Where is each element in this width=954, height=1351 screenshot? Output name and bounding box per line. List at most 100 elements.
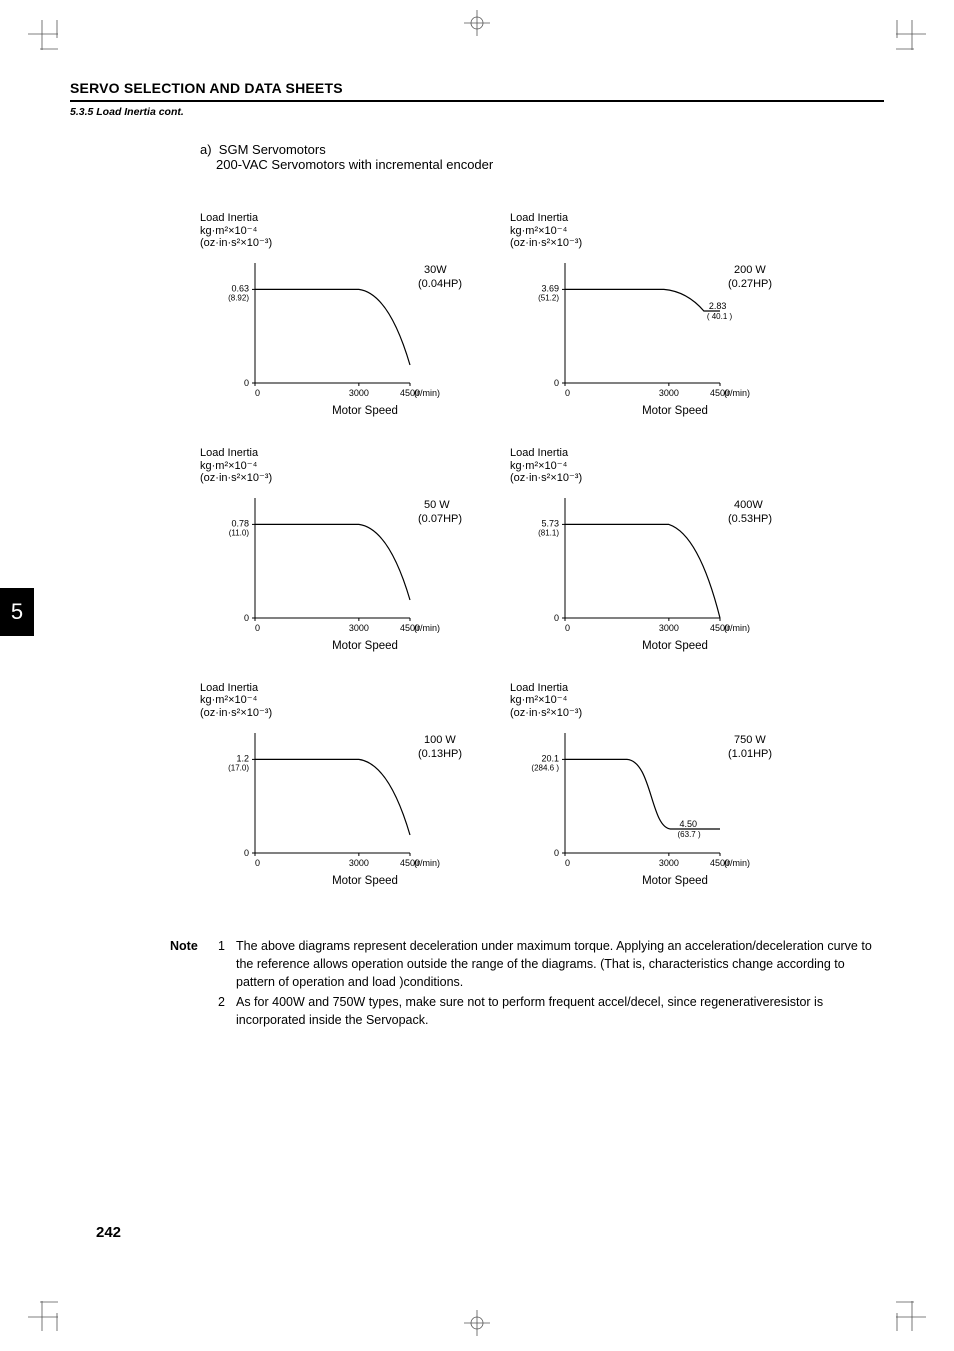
y-label-line3: (oz·in·s²×10⁻³) [510,472,800,485]
svg-text:(284.6 ): (284.6 ) [531,763,559,772]
y-label-line2: kg·m²×10⁻⁴ [510,460,800,473]
page-number: 242 [96,1224,121,1241]
y-label-line3: (oz·in·s²×10⁻³) [200,707,490,720]
chart-svg: 03.69(51.2)030004500(r/min)2.83( 40.1 )2… [510,253,800,403]
svg-text:50 W: 50 W [424,499,450,511]
note-number: 2 [218,993,236,1029]
svg-text:( 40.1 ): ( 40.1 ) [707,312,733,321]
svg-text:(8.92): (8.92) [228,293,249,302]
svg-text:(17.0): (17.0) [228,763,249,772]
section-title: SERVO SELECTION AND DATA SHEETS [70,80,884,98]
chart-y-axis-label: Load Inertiakg·m²×10⁻⁴(oz·in·s²×10⁻³) [510,682,800,720]
chart-x-axis-label: Motor Speed [240,875,490,887]
chapter-tab: 5 [0,588,34,636]
y-label-line3: (oz·in·s²×10⁻³) [510,237,800,250]
subhead-a-text: SGM Servomotors [219,142,326,157]
y-label-line1: Load Inertia [200,447,490,460]
svg-text:3000: 3000 [349,388,369,398]
svg-text:0: 0 [554,613,559,623]
svg-text:5.73: 5.73 [541,518,559,528]
svg-text:20.1: 20.1 [541,753,559,763]
note-block: Note 1The above diagrams represent decel… [170,937,884,1032]
svg-text:(0.13HP): (0.13HP) [418,748,462,760]
svg-text:750 W: 750 W [734,734,766,746]
svg-text:3000: 3000 [659,623,679,633]
y-label-line1: Load Inertia [510,682,800,695]
page: 5 SERVO SELECTION AND DATA SHEETS 5.3.5 … [0,0,954,1351]
svg-text:3.69: 3.69 [541,283,559,293]
svg-text:(0.07HP): (0.07HP) [418,513,462,525]
svg-text:0: 0 [244,613,249,623]
svg-text:0: 0 [244,378,249,388]
y-label-line2: kg·m²×10⁻⁴ [510,694,800,707]
svg-text:0: 0 [255,388,260,398]
chapter-number: 5 [11,599,23,625]
svg-text:(r/min): (r/min) [414,623,440,633]
crop-mark-icon [28,1301,58,1331]
subhead-b: 200-VAC Servomotors with incremental enc… [216,157,884,172]
svg-text:4.50: 4.50 [680,819,698,829]
y-label-line1: Load Inertia [510,447,800,460]
crop-mark-icon [28,20,58,50]
svg-text:400W: 400W [734,499,763,511]
subhead-prefix: a) [200,142,212,157]
svg-text:200 W: 200 W [734,264,766,276]
chart-y-axis-label: Load Inertiakg·m²×10⁻⁴(oz·in·s²×10⁻³) [200,212,490,250]
svg-text:100 W: 100 W [424,734,456,746]
y-label-line2: kg·m²×10⁻⁴ [200,694,490,707]
svg-text:0: 0 [565,858,570,868]
note-items: 1The above diagrams represent decelerati… [218,937,884,1032]
svg-text:0: 0 [244,848,249,858]
svg-text:(0.53HP): (0.53HP) [728,513,772,525]
svg-text:0: 0 [565,623,570,633]
y-label-line3: (oz·in·s²×10⁻³) [510,707,800,720]
continuation-line: 5.3.5 Load Inertia cont. [70,106,884,118]
svg-text:(1.01HP): (1.01HP) [728,748,772,760]
svg-text:30W: 30W [424,264,447,276]
svg-text:(11.0): (11.0) [229,528,250,537]
chart-cell: Load Inertiakg·m²×10⁻⁴(oz·in·s²×10⁻³) 0 0.… [200,447,490,652]
chart-y-axis-label: Load Inertiakg·m²×10⁻⁴(oz·in·s²×10⁻³) [510,447,800,485]
svg-text:3000: 3000 [659,858,679,868]
note-number: 1 [218,937,236,991]
subhead-block: a) SGM Servomotors 200-VAC Servomotors w… [200,142,884,172]
svg-text:0: 0 [255,623,260,633]
y-label-line3: (oz·in·s²×10⁻³) [200,472,490,485]
note-item: 1The above diagrams represent decelerati… [218,937,884,991]
note-text: The above diagrams represent deceleratio… [236,937,884,991]
chart-svg: 01.2(17.0)030004500(r/min)100 W(0.13HP) [200,723,490,873]
y-label-line1: Load Inertia [200,682,490,695]
chart-y-axis-label: Load Inertiakg·m²×10⁻⁴(oz·in·s²×10⁻³) [510,212,800,250]
y-label-line1: Load Inertia [200,212,490,225]
chart-x-axis-label: Motor Speed [550,405,800,417]
svg-text:3000: 3000 [349,623,369,633]
svg-text:0: 0 [554,378,559,388]
y-label-line2: kg·m²×10⁻⁴ [200,225,490,238]
crop-mark-icon [896,1301,926,1331]
registration-mark-icon [464,1310,490,1341]
svg-text:2.83: 2.83 [709,301,727,311]
chart-x-axis-label: Motor Speed [550,875,800,887]
svg-text:(r/min): (r/min) [724,858,750,868]
svg-text:3000: 3000 [659,388,679,398]
svg-text:(0.27HP): (0.27HP) [728,278,772,290]
note-item: 2As for 400W and 750W types, make sure n… [218,993,884,1029]
note-text: As for 400W and 750W types, make sure no… [236,993,884,1029]
chart-cell: Load Inertiakg·m²×10⁻⁴(oz·in·s²×10⁻³) 0 3.… [510,212,800,417]
svg-text:(0.04HP): (0.04HP) [418,278,462,290]
svg-text:1.2: 1.2 [236,753,249,763]
note-label: Note [170,937,218,1032]
svg-text:(r/min): (r/min) [724,388,750,398]
svg-text:0: 0 [255,858,260,868]
chart-x-axis-label: Motor Speed [240,405,490,417]
chart-svg: 020.1(284.6 )030004500(r/min)4.50(63.7 )… [510,723,800,873]
chart-cell: Load Inertiakg·m²×10⁻⁴(oz·in·s²×10⁻³)00.… [200,212,490,417]
y-label-line2: kg·m²×10⁻⁴ [510,225,800,238]
svg-text:0.78: 0.78 [231,518,249,528]
svg-text:0: 0 [565,388,570,398]
chart-svg: 00.63(8.92)030004500(r/min)30W(0.04HP) [200,253,490,403]
chart-grid: Load Inertiakg·m²×10⁻⁴(oz·in·s²×10⁻³)00.… [200,212,884,887]
y-label-line2: kg·m²×10⁻⁴ [200,460,490,473]
y-label-line3: (oz·in·s²×10⁻³) [200,237,490,250]
chart-x-axis-label: Motor Speed [240,640,490,652]
